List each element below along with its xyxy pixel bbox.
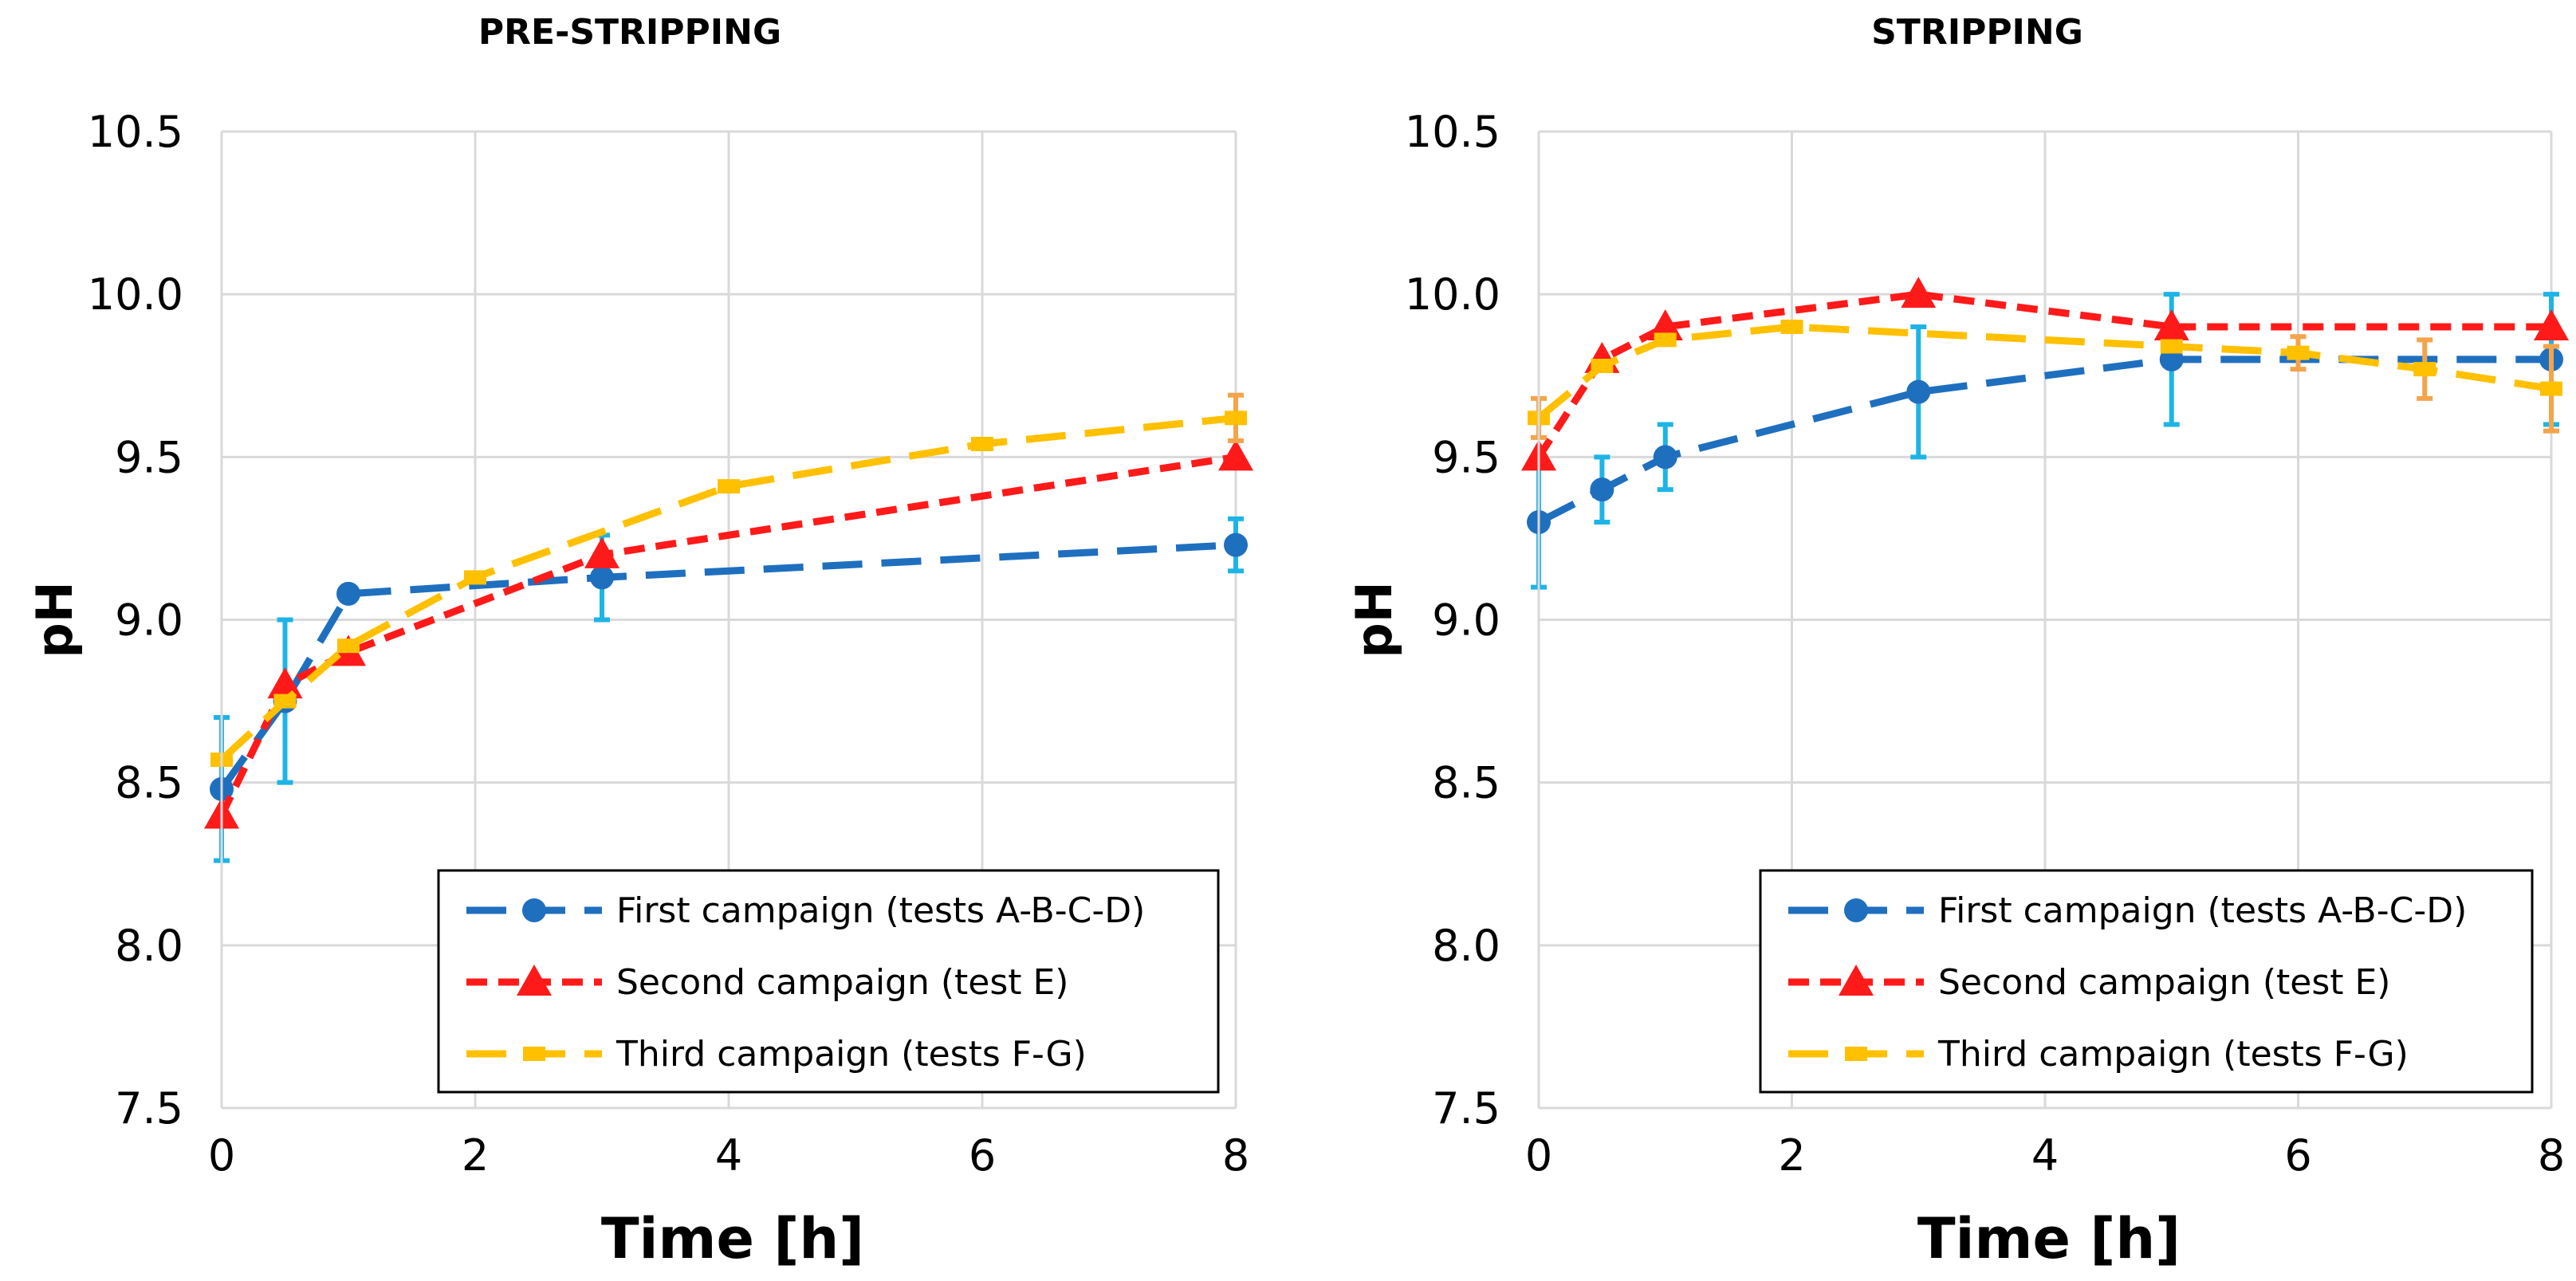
x-tick-label: 8 — [2538, 1130, 2565, 1181]
legend-swatch-marker — [522, 898, 546, 922]
y-tick-label: 10.0 — [88, 269, 183, 320]
data-point — [267, 667, 303, 699]
x-tick-label: 4 — [2031, 1130, 2059, 1181]
data-point — [584, 536, 619, 568]
y-tick-label: 9.5 — [1432, 432, 1500, 482]
legend-item: Second campaign (test E) — [1788, 962, 2390, 1003]
y-axis-label: pH — [1345, 581, 1403, 658]
legend-swatch-marker — [1844, 898, 1868, 922]
data-point — [1591, 359, 1614, 373]
y-tick-label: 10.5 — [1405, 107, 1500, 157]
y-tick-label: 8.0 — [115, 921, 183, 971]
data-point — [718, 479, 740, 494]
legend-label: Second campaign (test E) — [616, 962, 1068, 1003]
panel-pre-stripping: PRE-STRIPPING 7.5 8.0 8.5 9.0 9.5 10.0 10.5 0 2 4 6… — [26, 12, 1253, 1271]
legend-label: Second campaign (test E) — [1938, 962, 2390, 1003]
legend-item: Second campaign (test E) — [466, 962, 1068, 1003]
data-point — [2160, 339, 2183, 354]
data-point — [1780, 320, 1803, 334]
x-tick-label: 2 — [1778, 1130, 1805, 1181]
data-point — [1218, 439, 1253, 471]
y-tick-label: 7.5 — [1432, 1083, 1500, 1134]
data-point — [2413, 362, 2436, 377]
series-line — [218, 453, 1237, 817]
y-tick-label: 9.0 — [1432, 595, 1500, 646]
data-point — [336, 581, 360, 606]
y-tick-label: 10.0 — [1405, 269, 1500, 320]
y-axis-label: pH — [26, 581, 84, 658]
y-tick-label: 10.5 — [88, 107, 183, 157]
x-axis-label: Time [h] — [601, 1206, 864, 1271]
legend-item: First campaign (tests A-B-C-D) — [466, 890, 1145, 931]
data-point — [590, 565, 614, 590]
data-point — [337, 639, 360, 654]
legend-label: Third campaign (tests F-G) — [615, 1034, 1087, 1075]
y-tick-label: 8.0 — [1432, 921, 1500, 971]
data-point — [464, 570, 486, 585]
legend-swatch-marker — [517, 965, 552, 996]
data-point — [2153, 309, 2189, 340]
x-axis-label: Time [h] — [1917, 1206, 2181, 1271]
chart-title: STRIPPING — [1871, 12, 2083, 53]
y-tick-label: 9.5 — [115, 432, 183, 482]
x-tick-label: 8 — [1222, 1130, 1249, 1181]
data-point — [1654, 332, 1677, 348]
legend-swatch-marker — [1839, 965, 1874, 996]
legend: First campaign (tests A-B-C-D) Second cam… — [1759, 869, 2534, 1094]
data-point — [1906, 379, 1931, 404]
data-point — [1653, 445, 1677, 470]
x-tick-label: 0 — [208, 1130, 235, 1181]
x-tick-label: 6 — [969, 1130, 996, 1181]
data-point — [1647, 309, 1683, 340]
data-point — [971, 437, 993, 451]
legend-swatch-marker — [523, 1047, 545, 1061]
series-line — [218, 541, 1237, 792]
data-point — [1590, 477, 1614, 502]
data-point — [1901, 277, 1937, 308]
legend-item: Third campaign (tests F-G) — [1788, 1034, 2409, 1075]
legend-item: Third campaign (tests F-G) — [466, 1034, 1087, 1075]
x-tick-label: 6 — [2284, 1130, 2311, 1181]
x-tick-label: 2 — [462, 1130, 489, 1181]
x-tick-label: 0 — [1525, 1130, 1552, 1181]
data-point — [1224, 532, 1248, 557]
y-tick-label: 7.5 — [115, 1083, 183, 1134]
legend-item: First campaign (tests A-B-C-D) — [1788, 890, 2467, 931]
x-tick-label: 4 — [715, 1130, 742, 1181]
y-tick-label: 8.5 — [1432, 758, 1500, 808]
data-point — [2534, 309, 2569, 340]
chart-title: PRE-STRIPPING — [478, 12, 781, 53]
data-point — [2287, 345, 2310, 360]
data-point — [1225, 411, 1247, 426]
legend-label: First campaign (tests A-B-C-D) — [1938, 890, 2467, 931]
y-tick-label: 9.0 — [115, 595, 183, 646]
data-point — [273, 694, 297, 709]
series-3 — [210, 392, 1247, 768]
legend-swatch-marker — [1845, 1047, 1867, 1061]
y-tick-label: 8.5 — [115, 758, 183, 808]
legend-label: Third campaign (tests F-G) — [1937, 1034, 2409, 1075]
legend-label: First campaign (tests A-B-C-D) — [616, 890, 1145, 931]
panel-stripping: STRIPPING 7.5 8.0 8.5 9.0 9.5 10.0 10.5 0 2 4 6 8 Tim… — [1345, 12, 2569, 1271]
data-point — [2540, 381, 2562, 396]
legend: First campaign (tests A-B-C-D) Second cam… — [437, 869, 1220, 1094]
